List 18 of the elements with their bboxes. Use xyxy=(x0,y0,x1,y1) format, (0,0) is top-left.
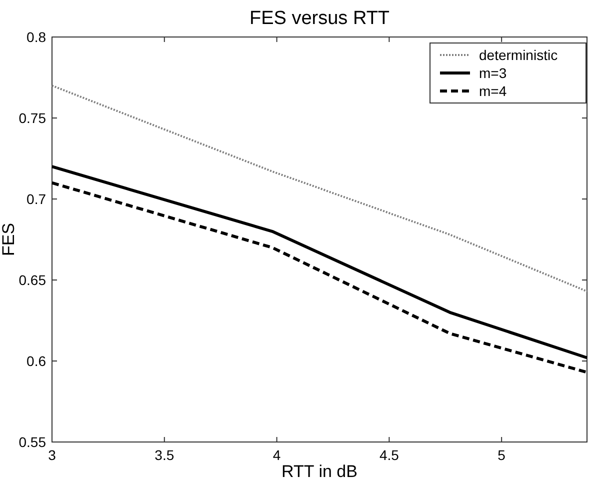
x-tick-label: 3.5 xyxy=(154,447,174,463)
y-tick-label: 0.7 xyxy=(26,191,46,207)
y-tick-label: 0.75 xyxy=(18,110,46,126)
chart-title: FES versus RTT xyxy=(249,8,390,29)
x-tick-label: 4 xyxy=(272,447,281,463)
legend-label: deterministic xyxy=(479,47,558,63)
line-series xyxy=(51,84,588,292)
x-tick-label: 4.5 xyxy=(379,447,400,463)
legend-label: m=3 xyxy=(479,65,507,81)
y-tick-label: 0.8 xyxy=(26,29,46,45)
legend-label: m=4 xyxy=(479,83,507,99)
y-tick-label: 0.6 xyxy=(26,353,46,369)
y-tick-label: 0.55 xyxy=(18,434,46,450)
x-tick-label: 3 xyxy=(48,447,56,463)
x-tick-label: 5 xyxy=(498,447,506,463)
y-axis-title: FES xyxy=(0,222,18,256)
x-axis-title: RTT in dB xyxy=(282,462,358,481)
y-tick-label: 0.65 xyxy=(18,272,46,288)
